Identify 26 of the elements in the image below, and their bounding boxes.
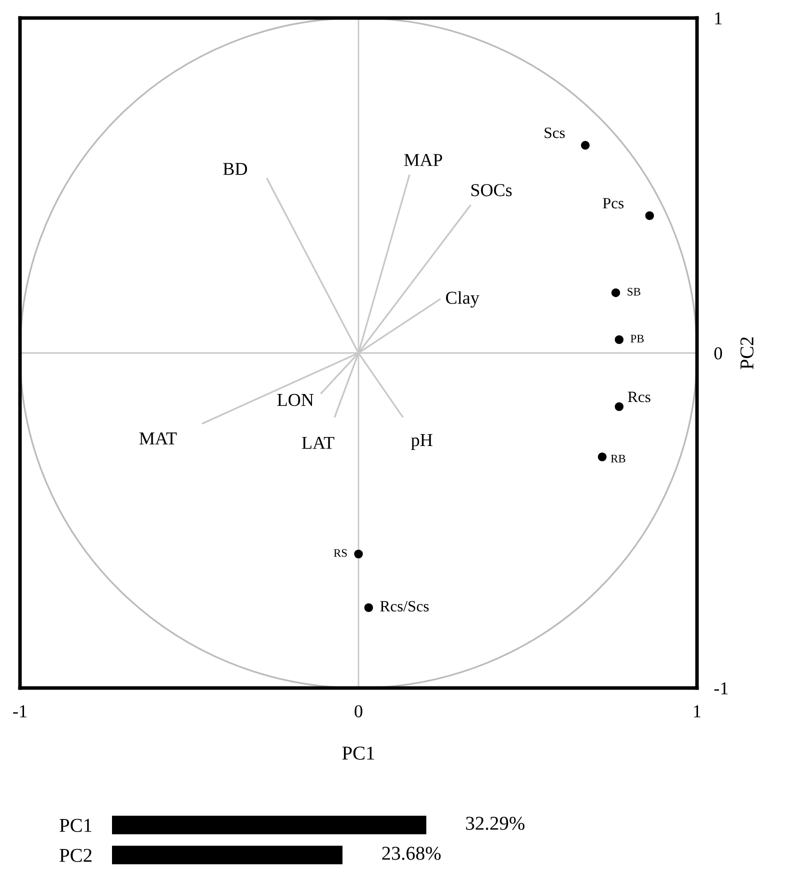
y-tick-label: -1 <box>714 682 728 694</box>
data-label: RS <box>334 549 347 557</box>
data-label: Pcs <box>602 198 624 208</box>
data-label: Rcs <box>628 392 650 402</box>
x-tick-label: -1 <box>13 705 26 718</box>
series-label: LAT <box>302 436 334 449</box>
data-label: Rcs/Scs <box>380 601 429 612</box>
series-label: MAP <box>404 154 442 166</box>
data-label: SB <box>628 288 640 296</box>
data-label: 23.68% <box>382 846 441 860</box>
series-label: SOCs <box>471 184 512 196</box>
y-tick-label: 1 <box>715 12 722 24</box>
x-tick-label: 0 <box>354 705 362 718</box>
series-label: MAT <box>139 432 177 444</box>
series-label: Clay <box>446 291 480 308</box>
data-label: 32.29% <box>466 816 524 830</box>
y-tick-label: 0 <box>714 347 722 360</box>
x-tick-label: 1 <box>694 705 700 718</box>
data-label: RB <box>610 454 626 462</box>
data-label: PB <box>630 334 644 342</box>
series-label: BD <box>223 162 248 175</box>
series-label: LON <box>277 394 314 406</box>
data-label: Scs <box>544 128 565 138</box>
series-label: pH <box>411 434 432 450</box>
y-axis-title: PC2 <box>740 337 754 370</box>
x-axis-title: PC1 <box>342 746 374 760</box>
